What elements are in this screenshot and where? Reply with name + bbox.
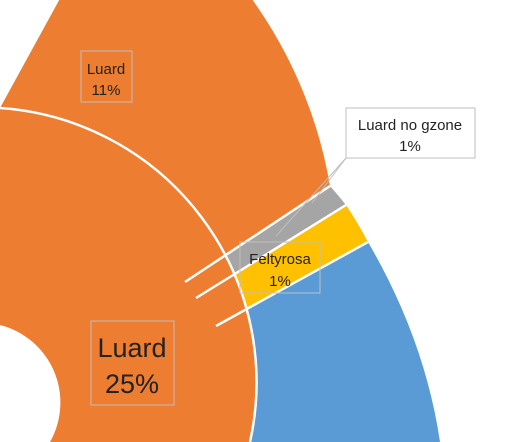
data-label-luard-no-gzone-name: Luard no gzone <box>358 117 462 134</box>
outer-slice-blue <box>216 242 440 442</box>
data-label-inner-luard-name: Luard <box>97 333 166 363</box>
inner-boundary-arc <box>0 106 258 442</box>
outer-slice-luard <box>0 0 330 282</box>
label-boxes <box>80 50 476 406</box>
leader-lines <box>275 157 347 237</box>
separator-luard-gzone <box>184 184 331 284</box>
separator-gzone-feltyrosa <box>195 203 347 300</box>
data-label-outer-luard-value: 11% <box>92 82 121 99</box>
data-label-feltyrosa-value: 1% <box>269 273 291 290</box>
label-box-outer-luard <box>80 50 133 103</box>
label-box-feltyrosa <box>239 241 321 294</box>
leader-line-lower <box>275 157 347 237</box>
data-label-feltyrosa-name: Feltyrosa <box>249 251 311 268</box>
inner-slice-luard <box>0 108 257 442</box>
data-label-inner-luard-value: 25% <box>105 369 159 399</box>
separator-feltyrosa-blue <box>215 240 369 328</box>
inner-ring-hole <box>0 325 61 442</box>
label-box-inner-luard <box>90 320 175 406</box>
label-box-luard-no-gzone <box>345 107 476 159</box>
slice-separators <box>0 106 369 442</box>
data-label-outer-luard-name: Luard <box>87 61 125 78</box>
data-label-luard-no-gzone-value: 1% <box>399 138 421 155</box>
leader-line-upper <box>311 157 347 204</box>
